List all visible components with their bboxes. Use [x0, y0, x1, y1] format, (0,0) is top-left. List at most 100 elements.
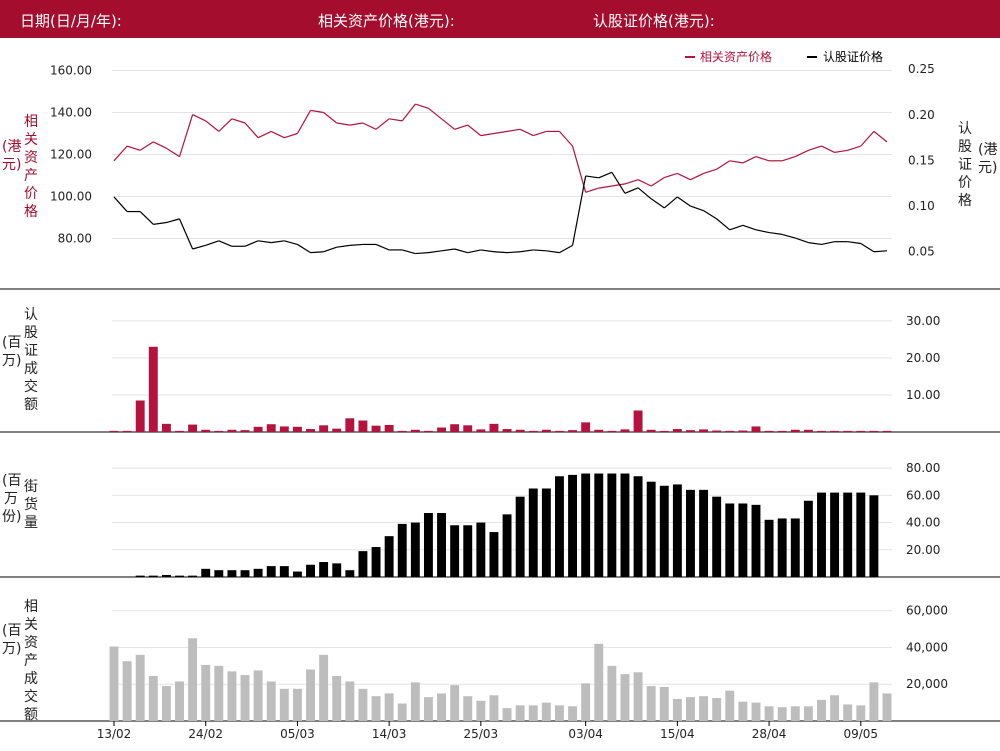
outstanding-bar — [463, 525, 473, 577]
warrant-turnover-bar — [830, 430, 840, 432]
underlying-turnover-bar — [594, 643, 604, 721]
outstanding-bar — [869, 495, 879, 577]
outstanding-bar — [306, 564, 315, 577]
warrant-price-segment — [178, 218, 194, 250]
warrant-turnover-bar — [751, 426, 761, 432]
underlying-price-segment — [205, 120, 220, 132]
warrant-turnover-bar — [555, 430, 564, 432]
underlying-turnover-bar — [240, 675, 250, 721]
underlying-price-segment — [480, 132, 495, 137]
outstanding-bar — [319, 562, 329, 577]
outstanding-axis-unit: (百万份) — [2, 473, 22, 525]
warrant-turnover-bar — [437, 427, 446, 432]
underlying-turnover-bar — [358, 688, 368, 721]
x-tick-label: 13/02 — [97, 727, 132, 741]
underlying-price-segment — [231, 118, 246, 124]
underlying-turnover-bar — [764, 706, 774, 721]
underlying-price-segment — [401, 103, 416, 122]
warrant-turnover-bar — [646, 429, 656, 432]
underlying-turnover-bar — [725, 690, 735, 721]
warrant-price-segment — [271, 240, 285, 244]
outstanding-bar — [135, 575, 145, 577]
outstanding-bar — [384, 536, 394, 577]
outstanding-bar — [672, 484, 682, 577]
underlying-price-label: 相关资产价格(港元): — [318, 12, 455, 30]
warrant-turnover-bar — [777, 430, 787, 432]
x-tick-label: 09/05 — [843, 727, 878, 741]
price-right-tick: 0.05 — [908, 245, 935, 259]
warrant-turnover-bar — [790, 429, 800, 432]
warrant-turnover-bar — [450, 424, 460, 432]
underlying-turnover-bar — [541, 702, 551, 721]
underlying-turnover-bar — [201, 664, 211, 721]
underlying-turnover-bar — [371, 696, 381, 721]
warrant-turnover-bar — [633, 410, 643, 432]
underlying-price-segment — [716, 160, 731, 170]
underlying-turnover-bar — [803, 706, 813, 721]
warrant-price-segment — [258, 240, 272, 244]
warrant-price-segment — [297, 243, 311, 254]
warrant-price-segment — [677, 196, 691, 207]
outstanding-bar — [751, 504, 761, 577]
warrant-turnover-bar — [607, 430, 617, 432]
outstanding-bar — [240, 570, 250, 577]
warrant-price-segment — [873, 250, 888, 253]
underlying-turnover-bar — [292, 688, 302, 721]
underlying-turnover-bar — [463, 696, 473, 721]
warrant-turnover-bar — [371, 425, 381, 432]
underlying-price-segment — [362, 122, 377, 130]
underlying-turnover-bar — [712, 698, 722, 721]
outstanding-bar — [502, 514, 512, 577]
warrant-turnover-bar — [423, 430, 433, 432]
warrant-price-segment — [310, 251, 324, 254]
underlying-price-segment — [690, 172, 704, 181]
outstanding-bar — [489, 532, 499, 577]
underlying-price-segment — [821, 145, 835, 153]
warrant-price-segment — [284, 240, 298, 246]
underlying-turnover-bar — [869, 682, 879, 721]
warrant-turnover-tick: 20.00 — [906, 351, 940, 365]
underlying-price-segment — [506, 128, 521, 132]
underlying-price-segment — [637, 179, 652, 187]
outstanding-tick: 40.00 — [906, 516, 940, 530]
underlying-price-segment — [834, 149, 848, 153]
underlying-price-segment — [139, 141, 154, 151]
warrant-price-segment — [847, 241, 861, 245]
warrant-price-segment — [808, 242, 822, 246]
warrant-price-segment — [624, 187, 639, 194]
outstanding-bar — [803, 500, 813, 577]
warrant-turnover-bar — [175, 430, 184, 432]
warrant-turnover-bar — [227, 429, 237, 432]
outstanding-bar — [555, 476, 564, 577]
underlying-turnover-bar — [633, 672, 643, 721]
underlying-turnover-tick: 40,000 — [906, 640, 948, 654]
underlying-turnover-bar — [450, 685, 460, 721]
underlying-turnover-bar — [659, 686, 669, 721]
underlying-price-segment — [415, 103, 429, 109]
warrant-turnover-bar — [528, 430, 538, 432]
warrant-turnover-bar — [541, 429, 551, 432]
warrant-turnover-bar — [463, 425, 473, 432]
underlying-price-segment — [113, 145, 128, 162]
underlying-turnover-bar — [699, 696, 709, 721]
warrant-price-segment — [192, 244, 206, 250]
warrant-turnover-bar — [594, 429, 604, 432]
outstanding-bar — [699, 489, 709, 577]
underlying-price-segment — [178, 114, 194, 157]
outstanding-bar — [227, 570, 237, 577]
underlying-price-segment — [218, 118, 233, 132]
x-tick-label: 24/02 — [188, 727, 223, 741]
warrant-turnover-bar — [672, 429, 682, 432]
outstanding-bar — [856, 492, 866, 577]
underlying-price-segment — [166, 147, 180, 158]
underlying-turnover-bar — [279, 688, 289, 721]
underlying-turnover-bar — [555, 705, 564, 721]
underlying-turnover-axis-unit: (百万) — [2, 623, 22, 657]
outstanding-bar — [279, 566, 289, 577]
underlying-price-segment — [677, 172, 691, 181]
warrant-turnover-bar — [738, 430, 748, 432]
x-tick-label: 15/04 — [660, 727, 695, 741]
underlying-price-segment — [428, 107, 442, 120]
outstanding-bar — [332, 563, 342, 577]
